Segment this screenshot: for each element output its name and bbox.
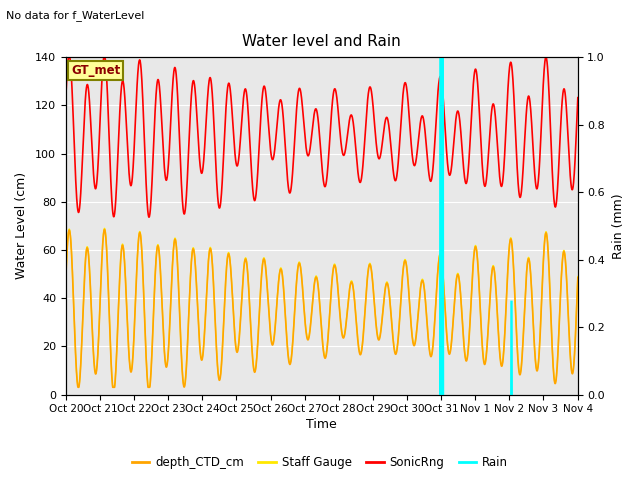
depth_CTD_cm [436, 253, 444, 259]
Staff Gauge [385, 286, 392, 292]
Text: GT_met: GT_met [71, 64, 120, 77]
depth_CTD_cm [100, 227, 108, 232]
Staff Gauge [62, 274, 70, 279]
Staff Gauge [574, 274, 582, 279]
Staff Gauge [325, 316, 333, 322]
SonicRng [145, 214, 153, 220]
SonicRng [385, 122, 392, 128]
SonicRng [62, 95, 70, 100]
SonicRng [248, 180, 256, 186]
Y-axis label: Water Level (cm): Water Level (cm) [15, 172, 28, 279]
X-axis label: Time: Time [307, 419, 337, 432]
Legend: depth_CTD_cm, Staff Gauge, SonicRng, Rain: depth_CTD_cm, Staff Gauge, SonicRng, Rai… [127, 452, 513, 474]
depth_CTD_cm [74, 384, 82, 390]
Title: Water level and Rain: Water level and Rain [243, 34, 401, 49]
depth_CTD_cm [574, 275, 582, 281]
Text: No data for f_WaterLevel: No data for f_WaterLevel [6, 10, 145, 21]
depth_CTD_cm [385, 288, 392, 293]
Staff Gauge [436, 252, 444, 258]
depth_CTD_cm [62, 275, 70, 281]
Line: Staff Gauge: Staff Gauge [66, 228, 578, 386]
depth_CTD_cm [325, 317, 333, 323]
SonicRng [478, 156, 486, 162]
Line: depth_CTD_cm: depth_CTD_cm [66, 229, 578, 387]
Staff Gauge [74, 383, 82, 389]
depth_CTD_cm [478, 336, 486, 342]
SonicRng [462, 180, 470, 186]
SonicRng [436, 76, 444, 82]
Line: SonicRng: SonicRng [66, 55, 578, 217]
Staff Gauge [478, 336, 486, 341]
Staff Gauge [100, 226, 108, 231]
Y-axis label: Rain (mm): Rain (mm) [612, 193, 625, 259]
depth_CTD_cm [462, 358, 470, 363]
Staff Gauge [248, 349, 256, 355]
SonicRng [574, 95, 582, 100]
depth_CTD_cm [248, 351, 256, 357]
SonicRng [325, 144, 333, 150]
SonicRng [65, 52, 73, 58]
Staff Gauge [462, 357, 470, 362]
